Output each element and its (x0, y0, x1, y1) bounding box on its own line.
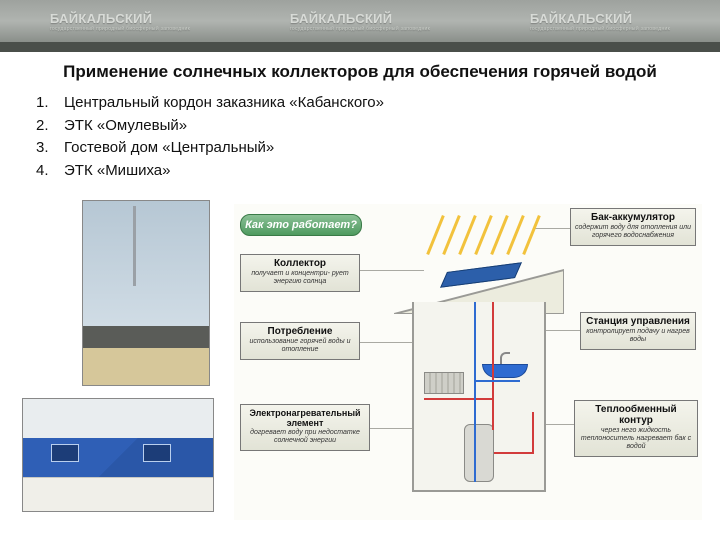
basin-icon (482, 364, 528, 378)
header-band: БАЙКАЛЬСКИЙ государственный природный би… (0, 0, 720, 42)
house-schematic (394, 234, 564, 494)
logo-sub: государственный природный биосферный зап… (290, 26, 430, 32)
list-item: 2.ЭТК «Омулевый» (36, 115, 384, 138)
logo-text: БАЙКАЛЬСКИЙ (290, 11, 393, 26)
label-sub: через него жидкость теплоноситель нагрев… (579, 427, 693, 451)
how-it-works-pill: Как это работает? (240, 214, 362, 236)
label-sub: использование горячей воды и отопление (245, 338, 355, 354)
label-title: Станция управления (585, 316, 691, 327)
radiator-icon (424, 372, 464, 394)
walls (412, 302, 546, 492)
how-it-works-text: Как это работает? (245, 219, 357, 231)
list-text: ЭТК «Мишиха» (64, 160, 171, 183)
slide-title: Применение солнечных коллекторов для обе… (0, 62, 720, 82)
list-text: ЭТК «Омулевый» (64, 115, 187, 138)
pipe-hot (424, 398, 492, 400)
list-item: 1.Центральный кордон заказника «Кабанско… (36, 92, 384, 115)
logo-text: БАЙКАЛЬСКИЙ (50, 11, 153, 26)
label-collector: Коллектор получает и концентри- рует эне… (240, 254, 360, 292)
pipe-hot (494, 452, 534, 454)
label-title: Бак-аккумулятор (575, 212, 691, 223)
label-loop: Теплообменный контур через него жидкость… (574, 400, 698, 457)
pipe-cold (474, 302, 476, 482)
solar-diagram: Как это работает? Коллектор получает и к… (234, 204, 702, 520)
label-tank: Бак-аккумулятор содержит воду для отопле… (570, 208, 696, 246)
label-control: Станция управления контролирует подачу и… (580, 312, 696, 350)
label-title: Потребление (245, 326, 355, 337)
label-consumption: Потребление использование горячей воды и… (240, 322, 360, 360)
numbered-list: 1.Центральный кордон заказника «Кабанско… (36, 92, 384, 182)
label-sub: содержит воду для отопления или горячего… (575, 224, 691, 240)
header-logo-3: БАЙКАЛЬСКИЙ государственный природный би… (530, 11, 670, 32)
pipe-hot (492, 302, 494, 430)
label-heater: Электронагревательный элемент догревает … (240, 404, 370, 451)
logo-text: БАЙКАЛЬСКИЙ (530, 11, 633, 26)
label-title: Электронагревательный элемент (245, 408, 365, 428)
label-sub: получает и концентри- рует энергию солнц… (245, 270, 355, 286)
photo-building-2 (22, 398, 214, 512)
pipe-hot (532, 412, 534, 454)
pipe-cold (474, 380, 520, 382)
header-dark-strip (0, 42, 720, 52)
tank-icon (464, 424, 494, 482)
logo-sub: государственный природный биосферный зап… (50, 26, 190, 32)
header-logo-2: БАЙКАЛЬСКИЙ государственный природный би… (290, 11, 430, 32)
photo-building-1 (82, 200, 210, 386)
logo-sub: государственный природный биосферный зап… (530, 26, 670, 32)
label-sub: контролирует подачу и нагрев воды (585, 328, 691, 344)
list-text: Центральный кордон заказника «Кабанского… (64, 92, 384, 115)
list-text: Гостевой дом «Центральный» (64, 137, 274, 160)
list-item: 4.ЭТК «Мишиха» (36, 160, 384, 183)
label-title: Теплообменный контур (579, 404, 693, 426)
label-sub: догревает воду при недостатке солнечной … (245, 429, 365, 445)
header-logo-1: БАЙКАЛЬСКИЙ государственный природный би… (50, 11, 190, 32)
label-title: Коллектор (245, 258, 355, 269)
list-item: 3.Гостевой дом «Центральный» (36, 137, 384, 160)
